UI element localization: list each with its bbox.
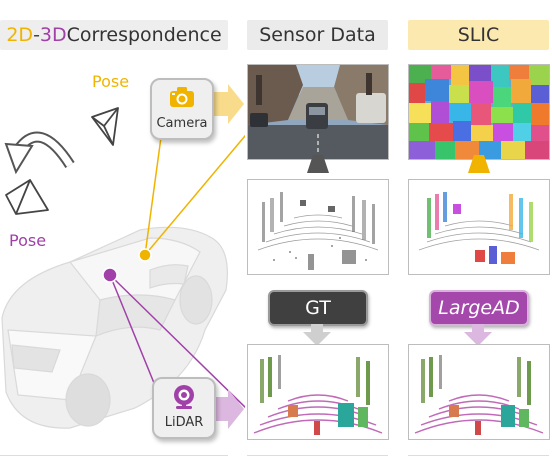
largead-prediction	[408, 344, 550, 440]
camera-label: Camera	[156, 116, 208, 131]
lidar-pose-label: Pose	[9, 231, 47, 250]
lidar-pose-frustum-icon	[5, 179, 49, 215]
gt-segmentation	[247, 344, 389, 440]
rotation-arrowhead	[4, 142, 34, 175]
header-sensor-data: Sensor Data	[247, 20, 388, 50]
sensor-camera-image	[247, 64, 389, 160]
bottom-rule-right	[408, 455, 549, 456]
camera-icon	[170, 87, 194, 107]
largead-label: LargeAD	[438, 297, 520, 319]
header-correspondence: 2D -3D Correspondence	[0, 20, 228, 50]
largead-label-box: LargeAD	[429, 290, 529, 326]
sensor-point-cloud	[247, 179, 389, 275]
bottom-rule-left	[0, 455, 228, 456]
webcam-icon	[174, 385, 194, 409]
header-correspondence-rest: Correspondence	[66, 24, 222, 46]
bottom-rule-mid	[247, 455, 388, 456]
header-2d: 2D	[6, 24, 34, 46]
slic-up-arrow	[468, 155, 490, 173]
gt-down-arrow	[303, 324, 331, 346]
lidar-mount-point	[102, 267, 118, 283]
gt-label: GT	[305, 297, 331, 319]
camera-sensor-box: Camera	[150, 78, 214, 140]
slic-superpixel-image	[408, 64, 550, 160]
largead-down-arrow	[464, 324, 492, 346]
header-slic: SLIC	[408, 20, 549, 50]
header-3d: 3D	[39, 24, 67, 46]
header-sensor-data-label: Sensor Data	[259, 24, 376, 46]
left-scene	[1, 84, 245, 429]
header-dash: -	[33, 24, 40, 46]
camera-pose-label: Pose	[92, 72, 130, 91]
camera-output-arrow	[212, 84, 244, 124]
camera-mount-point	[138, 248, 152, 262]
car-model	[1, 226, 228, 429]
lidar-output-arrow	[212, 389, 244, 429]
slic-point-cloud	[408, 179, 550, 275]
header-slic-label: SLIC	[457, 24, 500, 46]
camera-pose-frustum-icon	[91, 107, 119, 146]
lidar-label: LiDAR	[164, 415, 204, 430]
gt-label-box: GT	[268, 290, 368, 326]
lidar-sensor-box: LiDAR	[152, 377, 216, 439]
sensor-up-arrow	[307, 155, 329, 173]
